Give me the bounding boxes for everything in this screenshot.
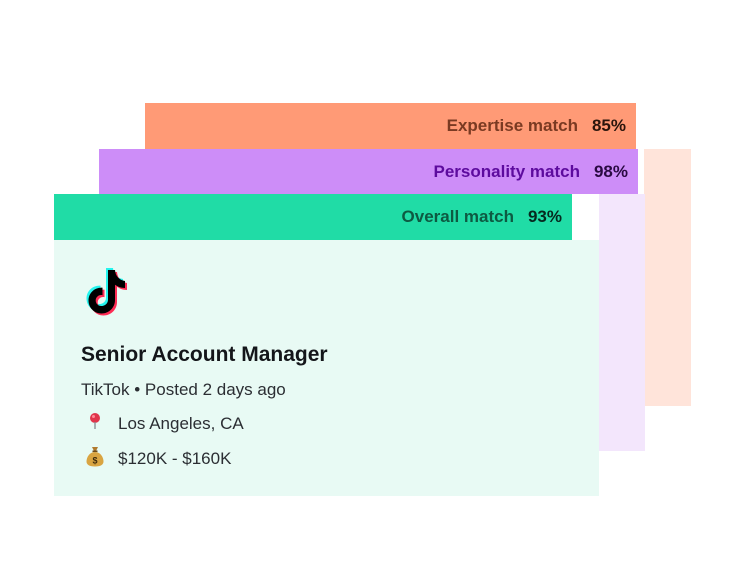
expertise-match-label: Expertise match (446, 116, 578, 135)
salary-text: $120K - $160K (118, 448, 232, 468)
job-card[interactable] (54, 240, 599, 496)
job-title[interactable]: Senior Account Manager (81, 343, 328, 366)
svg-text:$: $ (92, 456, 97, 466)
personality-match-bar: Personality match 98% (99, 149, 638, 194)
expertise-match-percent: 85% (591, 116, 626, 135)
overall-match-percent: 93% (527, 207, 562, 226)
overall-match-bar: Overall match 93% (54, 194, 572, 240)
overall-match-label: Overall match (401, 207, 514, 226)
expertise-match-bar: Expertise match 85% (145, 103, 636, 149)
posted-date: Posted 2 days ago (144, 380, 286, 399)
job-meta: TikTok • Posted 2 days ago (81, 380, 286, 400)
job-salary: $ $120K - $160K (84, 445, 231, 472)
pin-icon (84, 412, 106, 435)
personality-card-back (599, 194, 645, 451)
tiktok-logo-icon (84, 266, 136, 322)
money-bag-icon: $ (84, 445, 106, 472)
location-text: Los Angeles, CA (118, 413, 244, 433)
meta-separator: • (134, 380, 141, 399)
job-location: Los Angeles, CA (84, 412, 244, 435)
company-name[interactable]: TikTok (81, 380, 130, 399)
personality-match-label: Personality match (433, 161, 580, 181)
personality-match-percent: 98% (593, 161, 628, 181)
expertise-card-back (644, 149, 691, 406)
